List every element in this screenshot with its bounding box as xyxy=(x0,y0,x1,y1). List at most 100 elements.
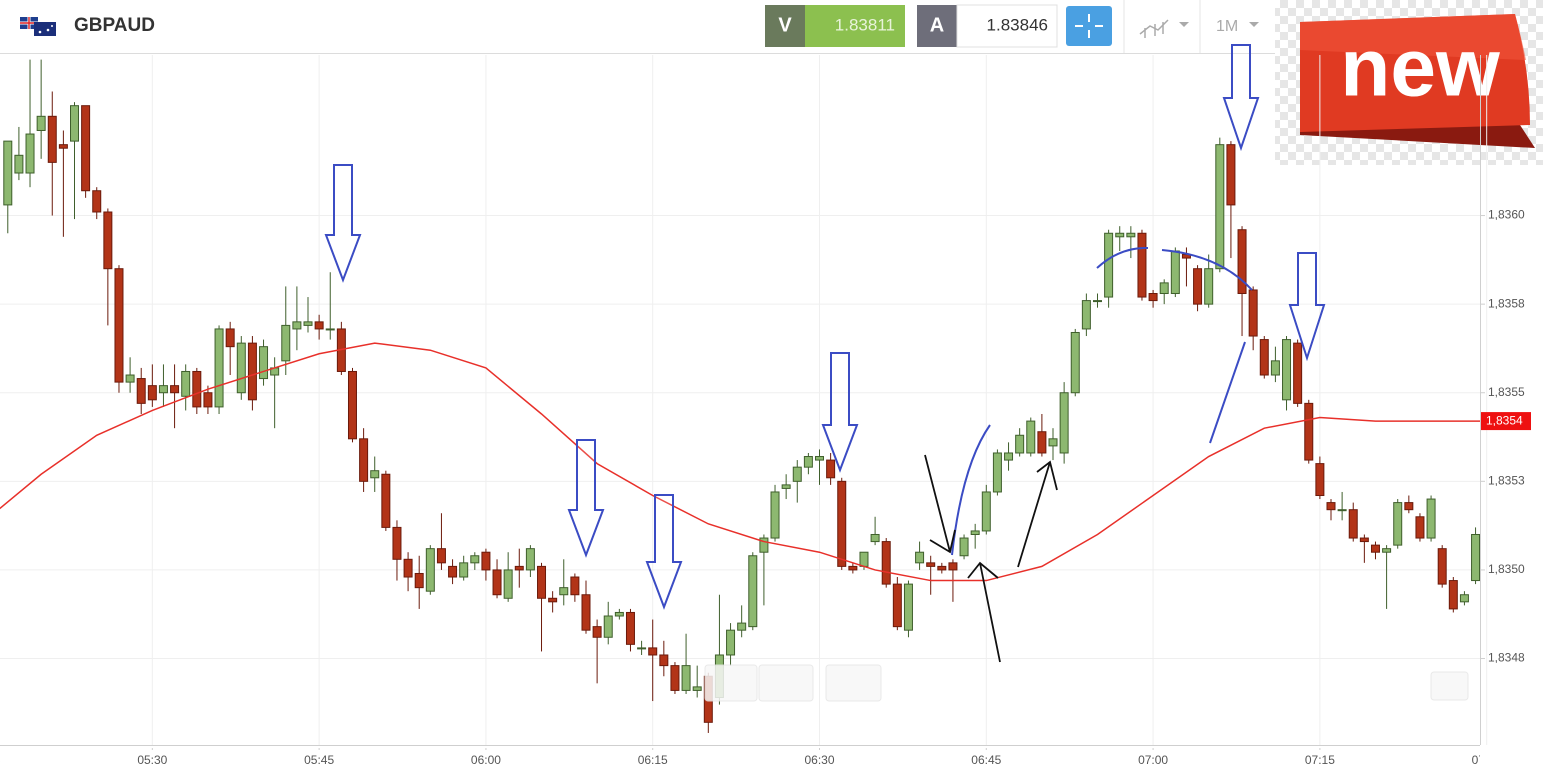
chart-type-button[interactable] xyxy=(1139,19,1189,38)
candle-body xyxy=(125,374,135,383)
candle-body xyxy=(292,321,302,330)
x-tick-label: 05:15 xyxy=(0,753,1,767)
bid-button[interactable] xyxy=(765,5,805,47)
x-tick-label: 06:30 xyxy=(804,753,834,767)
candle-body xyxy=(981,491,991,532)
candle-body xyxy=(425,548,435,592)
candle-body xyxy=(625,611,635,645)
candle-body xyxy=(748,555,758,628)
candle-body xyxy=(1048,438,1058,447)
candle-body xyxy=(1404,502,1414,511)
down-arrow xyxy=(1222,44,1260,152)
symbol: GBPAUD xyxy=(74,15,155,36)
candle-body xyxy=(448,565,458,578)
candle-body xyxy=(70,105,80,142)
candle-body xyxy=(959,537,969,557)
candle-body xyxy=(559,587,569,596)
candle-body xyxy=(192,370,202,408)
zoom-button[interactable] xyxy=(825,664,882,702)
candle-body xyxy=(937,565,947,571)
candle-body xyxy=(325,328,335,331)
candle-body xyxy=(114,268,124,383)
candle-body xyxy=(1437,548,1447,585)
candle-body xyxy=(581,594,591,631)
candle-body xyxy=(81,105,91,192)
candle-body xyxy=(1359,537,1369,543)
candle-body xyxy=(1326,502,1336,511)
candle-body xyxy=(614,611,624,617)
candle-body xyxy=(1348,509,1358,539)
candle-body xyxy=(815,456,825,461)
bid-label: V xyxy=(778,14,792,36)
down-arrow xyxy=(821,352,859,473)
candle-body xyxy=(459,562,469,578)
candle-body xyxy=(1059,392,1069,454)
flag-icon xyxy=(20,17,56,36)
candle-body xyxy=(870,533,880,543)
candle-body xyxy=(603,615,613,638)
candle-body xyxy=(692,686,702,691)
candle-body xyxy=(1393,502,1403,546)
zoom-button[interactable] xyxy=(704,664,758,702)
grid xyxy=(0,55,1488,745)
down-arrow xyxy=(1288,252,1326,362)
bid-price-box[interactable] xyxy=(805,5,905,47)
annotations xyxy=(324,44,1326,610)
crosshair-icon xyxy=(1075,14,1103,38)
candle-body xyxy=(1004,452,1014,461)
ask-button[interactable] xyxy=(917,5,957,47)
time-axis: 05:15 05:30 05:45 06:00 06:15 06:30 06:45 07:00… xyxy=(0,748,1480,767)
candle-body xyxy=(247,342,257,401)
zoom-button[interactable] xyxy=(758,664,814,702)
timeframe-caret xyxy=(1249,22,1259,27)
candle-body xyxy=(1026,420,1036,454)
y-tick-label: 1,8358 xyxy=(1488,296,1525,310)
crosshair-button[interactable] xyxy=(1066,6,1112,46)
curve-annotation xyxy=(1096,246,1149,269)
x-tick-label: 06:45 xyxy=(971,753,1001,767)
candle-body xyxy=(1215,144,1225,270)
candle-body xyxy=(1092,300,1102,303)
candle-body xyxy=(759,537,769,553)
candle-body xyxy=(347,370,357,440)
timeframe[interactable]: 1M xyxy=(1216,18,1238,35)
candle-body xyxy=(281,324,291,362)
candle-body xyxy=(670,665,680,691)
candle-body xyxy=(592,626,602,638)
candle-body xyxy=(203,392,213,408)
candle-body xyxy=(826,459,836,479)
candle-body xyxy=(403,558,413,578)
candle-body xyxy=(303,321,313,326)
y-tick-label: 1,8348 xyxy=(1488,651,1525,665)
curve-annotation xyxy=(1161,249,1253,291)
x-tick-label: 07:15 xyxy=(1305,753,1335,767)
candle-body xyxy=(514,565,524,571)
candle-body xyxy=(681,665,691,691)
candle-body xyxy=(770,491,780,539)
y-tick-label: 1,8350 xyxy=(1488,562,1525,576)
black-arrows xyxy=(924,454,1058,663)
bid-price: 1.83811 xyxy=(835,15,895,34)
y-tick-label: 1,8355 xyxy=(1488,385,1525,399)
candle-body xyxy=(1115,232,1125,238)
x-tick-label: 05:45 xyxy=(304,753,334,767)
candle-body xyxy=(492,569,502,596)
candle-body xyxy=(915,551,925,564)
reset-button[interactable] xyxy=(1430,671,1469,701)
candle-body xyxy=(1370,544,1380,553)
candle-body xyxy=(992,452,1002,493)
candle-body xyxy=(259,346,269,380)
candle-body xyxy=(1126,232,1136,238)
candle-body xyxy=(1104,232,1114,298)
candle-body xyxy=(136,378,146,404)
candle-body xyxy=(525,548,535,571)
candle-body xyxy=(1248,289,1258,337)
candle-body xyxy=(859,551,869,567)
x-tick-label: 05:30 xyxy=(137,753,167,767)
candle-body xyxy=(436,548,446,564)
candle-body xyxy=(181,370,191,397)
arrow xyxy=(1017,460,1058,568)
ask-price-box[interactable] xyxy=(956,4,1058,48)
current-price-label: 1,8354 xyxy=(1486,413,1523,427)
